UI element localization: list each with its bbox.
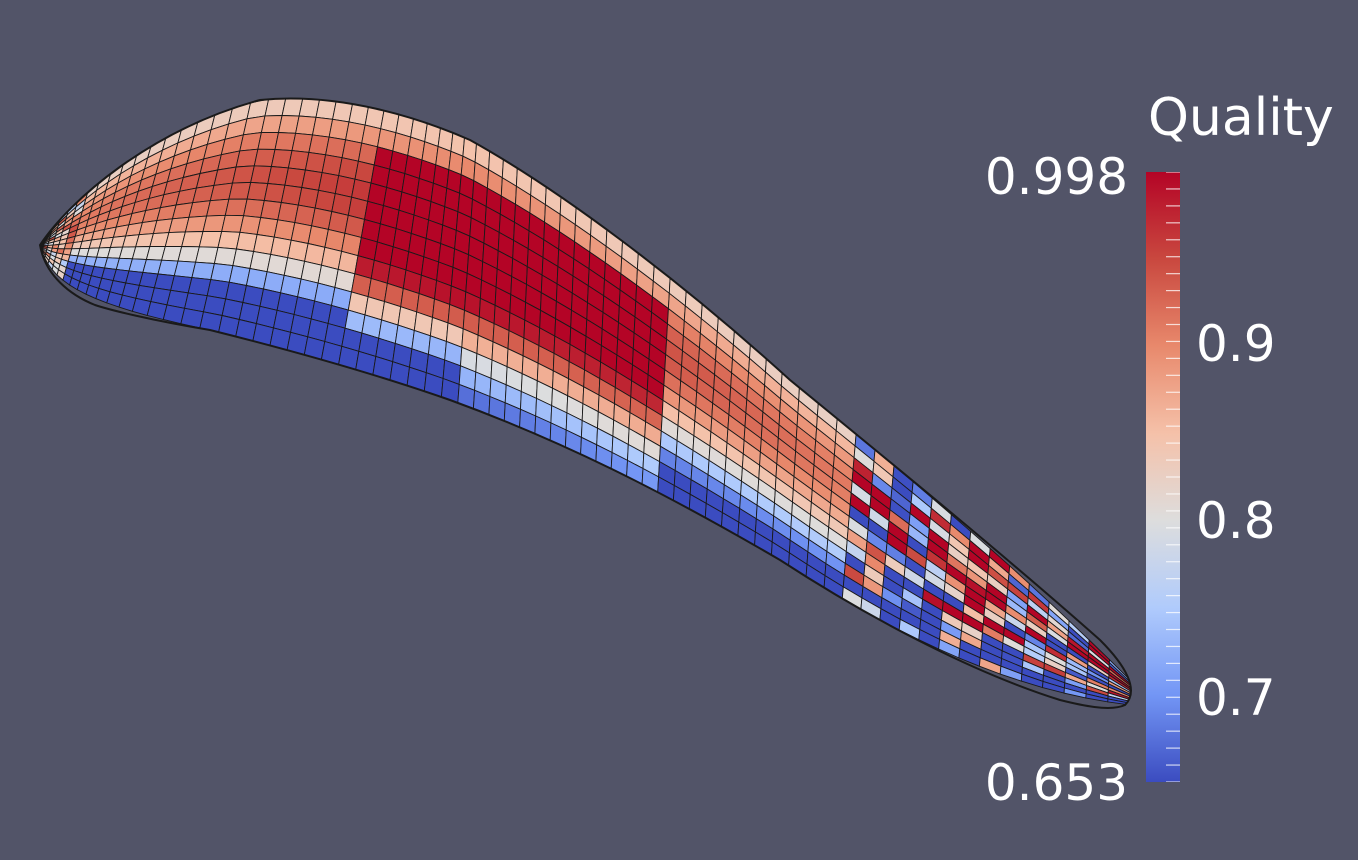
blade-outline [38, 97, 1132, 709]
scalar-bar-tick-label: 0.7 [1196, 668, 1276, 727]
scalar-bar[interactable] [1146, 172, 1180, 782]
scalar-bar-gradient [1146, 172, 1180, 782]
scalar-bar-title: Quality [1148, 88, 1334, 148]
scalar-bar-tick-label: 0.9 [1196, 315, 1276, 374]
scalar-bar-max-label: 0.998 [984, 148, 1128, 206]
scalar-bar-tick-label: 0.8 [1196, 492, 1276, 551]
scalar-bar-min-label: 0.653 [984, 754, 1128, 812]
